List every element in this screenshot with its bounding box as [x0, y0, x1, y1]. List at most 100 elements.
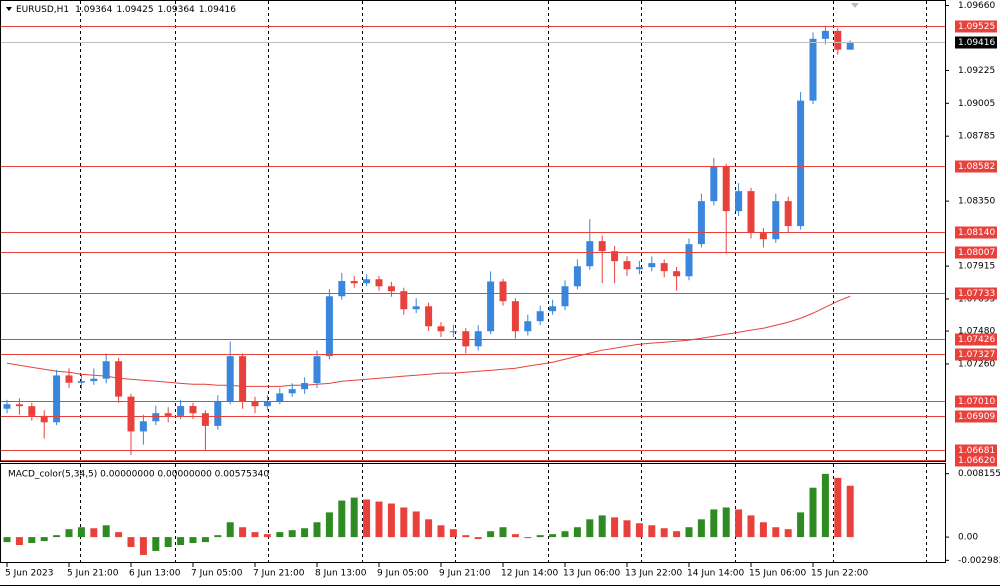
candle-body — [412, 306, 420, 310]
macd-bar — [251, 532, 259, 538]
level-label-box — [955, 454, 997, 467]
y-tick-label: 1.07480 — [958, 327, 995, 337]
candle-body — [611, 251, 619, 262]
macd-bar — [400, 507, 408, 538]
macd-bar — [772, 527, 780, 538]
candle-body — [573, 266, 581, 287]
x-tick-label: 7 Jun 21:00 — [253, 569, 305, 579]
level-label: 1.06909 — [958, 412, 995, 422]
macd-bar — [449, 529, 457, 538]
macd-bar — [722, 507, 730, 538]
x-tick-label: 7 Jun 05:00 — [191, 569, 243, 579]
macd-bar — [90, 528, 98, 538]
level-label-box — [955, 226, 997, 239]
macd-bar — [276, 532, 284, 538]
candle-body — [313, 356, 321, 384]
macd-bar — [189, 537, 197, 544]
macd-bar — [648, 525, 656, 538]
macd-bar — [263, 534, 271, 538]
candle-body — [809, 38, 817, 101]
candle-body — [127, 396, 135, 432]
moving-average-line — [6, 295, 851, 387]
y-tick-label: 1.09660 — [958, 1, 995, 11]
macd-bar — [102, 525, 110, 538]
macd-bar — [127, 537, 135, 547]
y-tick-label: -0.002983 — [958, 556, 1000, 566]
macd-bar — [487, 531, 495, 538]
candle-body — [487, 281, 495, 332]
menu-arrow-icon[interactable] — [6, 7, 12, 11]
macd-bar — [313, 522, 321, 538]
candle-body — [685, 244, 693, 277]
level-label: 1.07733 — [958, 289, 995, 299]
macd-bar — [28, 537, 36, 544]
candle-body — [276, 393, 284, 402]
candle-body — [697, 201, 705, 245]
candle-body — [722, 166, 730, 212]
candle-body — [177, 406, 185, 416]
candle-body — [288, 389, 296, 394]
candle-body — [511, 301, 519, 332]
candle-body — [586, 241, 594, 267]
x-tick-label: 5 Jun 2023 — [5, 569, 53, 579]
macd-bar — [437, 525, 445, 538]
macd-bar — [164, 537, 172, 547]
candle-body — [660, 263, 668, 272]
level-label: 1.08582 — [958, 162, 995, 172]
level-label-box — [955, 160, 997, 173]
candle-body — [437, 326, 445, 332]
chart-header: EURUSD,H1 1.09364 1.09425 1.09364 1.09416 — [16, 5, 236, 15]
shift-marker-icon — [851, 3, 859, 8]
y-tick-label: 1.08785 — [958, 132, 995, 142]
candle-body — [499, 281, 507, 302]
macd-bar — [710, 509, 718, 538]
macd-bar — [226, 522, 234, 538]
candle-body — [251, 401, 259, 407]
macd-bar — [747, 515, 755, 538]
candle-body — [821, 30, 829, 39]
macd-bar — [784, 529, 792, 538]
candle-body — [449, 331, 457, 333]
macd-bar — [834, 477, 842, 538]
level-label: 1.06681 — [958, 446, 995, 456]
symbol-title: EURUSD,H1 — [16, 5, 69, 15]
macd-bar — [524, 537, 532, 539]
macd-bar — [325, 512, 333, 538]
candle-body — [474, 331, 482, 347]
candle-body — [102, 361, 110, 379]
candle-body — [747, 191, 755, 234]
macd-title: MACD_color(5,34,5) 0.00000000 0.00000000… — [8, 470, 269, 480]
candle-body — [226, 356, 234, 402]
macd-bar — [425, 519, 433, 538]
macd-bar — [412, 511, 420, 538]
candle-body — [759, 233, 767, 240]
current-price-box — [955, 36, 997, 49]
macd-bar — [660, 528, 668, 538]
macd-bar — [511, 534, 519, 538]
macd-bar — [598, 515, 606, 538]
macd-bar — [3, 537, 11, 543]
macd-bar — [797, 512, 805, 538]
main-panel-frame — [0, 0, 946, 462]
x-tick-label: 14 Jun 14:00 — [687, 569, 744, 579]
level-label: 1.08007 — [958, 248, 995, 258]
candle-body — [387, 286, 395, 292]
candle-body — [263, 401, 271, 407]
candle-body — [90, 378, 98, 382]
candle-body — [53, 375, 61, 423]
x-tick-label: 9 Jun 05:00 — [377, 569, 429, 579]
candle-body — [673, 271, 681, 277]
candle-body — [648, 263, 656, 268]
macd-bar — [214, 535, 222, 538]
macd-bar — [40, 537, 48, 542]
x-tick-label: 15 Jun 06:00 — [749, 569, 806, 579]
macd-bar — [759, 522, 767, 538]
y-tick-label: 1.09225 — [958, 66, 995, 76]
candle-body — [15, 404, 23, 407]
candle-body — [400, 291, 408, 310]
macd-bar — [338, 500, 346, 538]
candle-body — [77, 381, 85, 383]
macd-bar — [301, 528, 309, 538]
